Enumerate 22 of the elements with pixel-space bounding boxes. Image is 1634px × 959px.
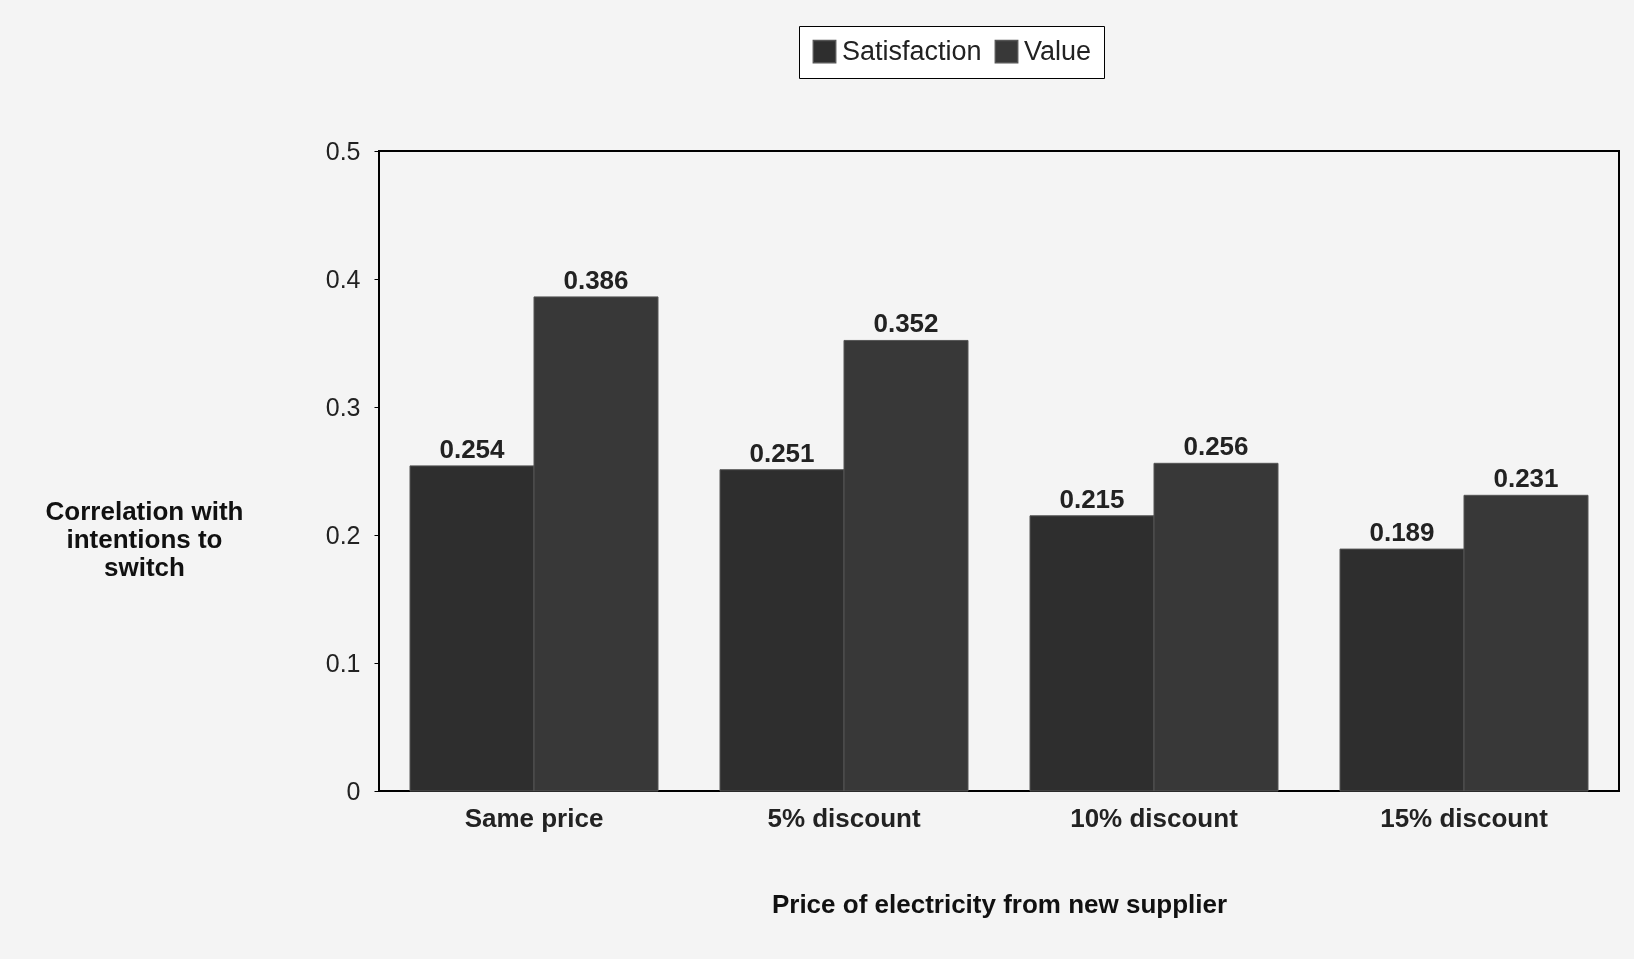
x-tick-label: 5% discount (767, 802, 921, 833)
x-axis-title: Price of electricity from new supplier (771, 888, 1228, 919)
data-label: 0.231 (1493, 463, 1559, 494)
y-tick-label: 0 (346, 776, 361, 805)
legend-label: Satisfaction (842, 35, 982, 66)
y-tick-label: 0.4 (325, 264, 361, 293)
data-label: 0.352 (873, 308, 939, 339)
y-tick-label: 0.1 (325, 648, 361, 677)
data-label: 0.254 (439, 433, 506, 464)
data-label: 0.386 (563, 264, 629, 295)
data-label: 0.256 (1183, 431, 1249, 462)
data-label: 0.189 (1369, 517, 1435, 548)
x-tick-label: Same price (464, 802, 604, 833)
legend-label: Value (1024, 35, 1092, 66)
data-label: 0.215 (1059, 483, 1125, 514)
y-tick-label: 0.3 (325, 392, 361, 421)
x-tick-label: 15% discount (1380, 802, 1549, 833)
y-tick-label: 0.5 (325, 136, 361, 165)
data-label: 0.251 (749, 437, 815, 468)
x-tick-label: 10% discount (1070, 802, 1239, 833)
y-tick-label: 0.2 (325, 520, 361, 549)
y-axis-title: Correlation with intentions to switch (45, 495, 244, 582)
